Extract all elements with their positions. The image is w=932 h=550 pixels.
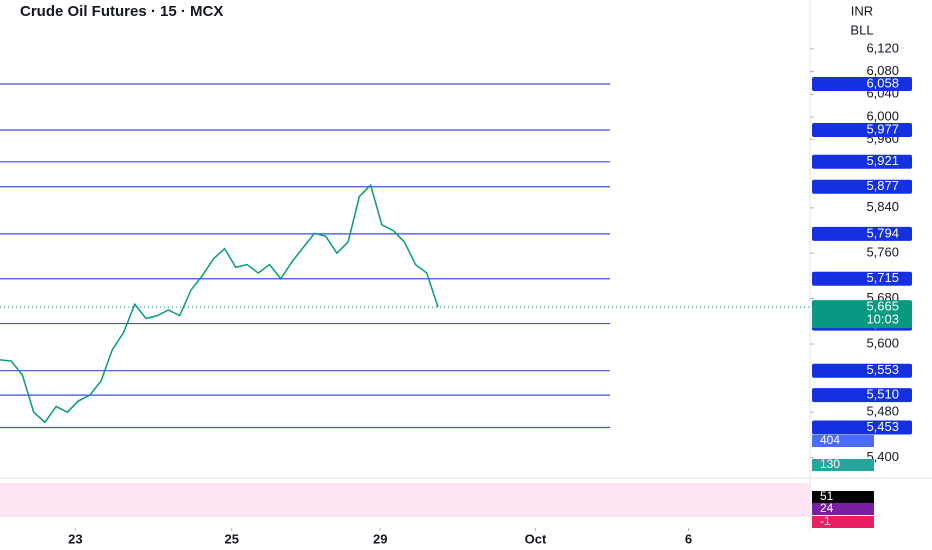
level-label: 5,715: [866, 270, 899, 285]
indicator-badge: [812, 516, 874, 528]
level-label: 5,921: [866, 153, 899, 168]
indicator-value: 404: [820, 433, 840, 447]
x-tick-label: 25: [225, 531, 239, 546]
level-label: 5,453: [866, 419, 899, 434]
level-label: 5,553: [866, 362, 899, 377]
indicator-value: 24: [820, 501, 834, 515]
oscillator-pane: [0, 483, 810, 517]
y-tick-label: 6,000: [866, 108, 899, 123]
level-badge: [812, 420, 912, 435]
price-source[interactable]: BLL: [850, 22, 873, 37]
x-tick-label: 6: [685, 531, 692, 546]
level-badge: [812, 179, 912, 194]
x-tick-label: 23: [68, 531, 82, 546]
y-tick-label: 5,840: [866, 199, 899, 214]
last-price-badge: [812, 300, 912, 329]
indicator-badge: [812, 491, 874, 503]
indicator-value: 51: [820, 489, 834, 503]
y-tick-label: 5,600: [866, 335, 899, 350]
level-label: 5,977: [866, 121, 899, 136]
countdown: 10:03: [866, 312, 899, 327]
level-label: 6,058: [866, 75, 899, 90]
last-price-label: 5,665: [866, 299, 899, 314]
y-tick-label: 5,400: [866, 449, 899, 464]
indicator-badge: [812, 459, 874, 471]
level-badge: [812, 154, 912, 169]
indicator-value: -1: [820, 514, 831, 528]
y-tick-label: 6,080: [866, 63, 899, 78]
level-badge: [812, 271, 912, 286]
indicator-value: 130: [820, 457, 840, 471]
level-badge: [812, 226, 912, 241]
y-tick-label: 5,480: [866, 404, 899, 419]
level-label: 5,510: [866, 387, 899, 402]
level-label: 5,794: [866, 225, 899, 240]
level-label: 5,877: [866, 178, 899, 193]
indicator-badge: [812, 503, 874, 515]
x-tick-label: 29: [373, 531, 387, 546]
level-badge: [812, 363, 912, 378]
x-tick-label: Oct: [525, 531, 547, 546]
indicator-badge: [812, 435, 874, 447]
y-tick-label: 5,760: [866, 245, 899, 260]
chart-title: Crude Oil Futures · 15 · MCX: [20, 3, 223, 20]
currency[interactable]: INR: [851, 3, 873, 18]
y-tick-label: 6,120: [866, 40, 899, 55]
level-badge: [812, 123, 912, 138]
price-line: [0, 183, 439, 424]
level-badge: [812, 77, 912, 92]
level-badge: [812, 388, 912, 403]
